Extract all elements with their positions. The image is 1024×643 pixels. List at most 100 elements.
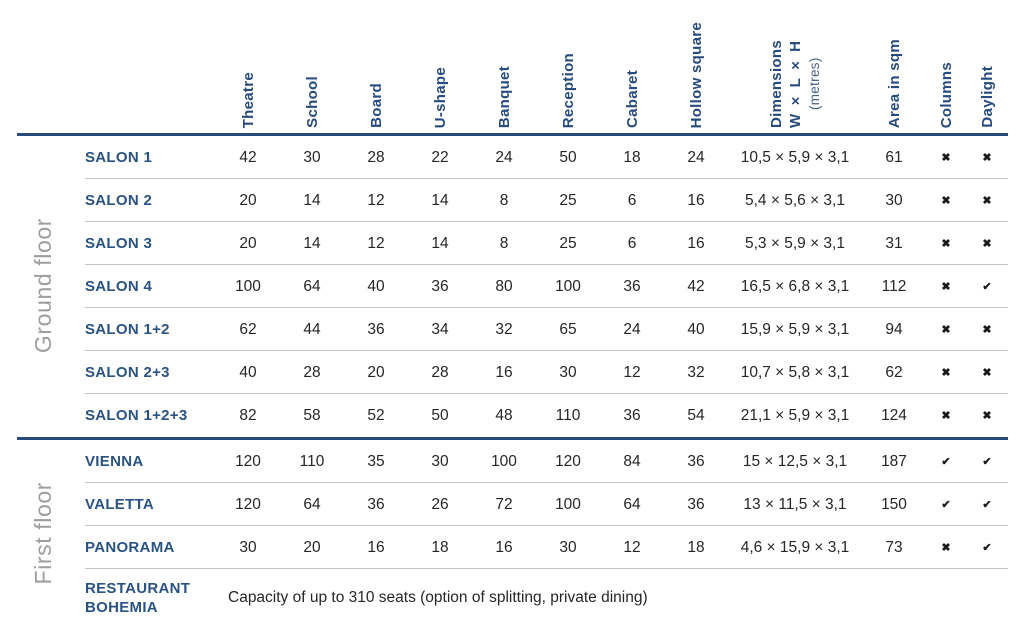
area-value: 124 bbox=[881, 406, 907, 424]
column-header-daylight: Daylight bbox=[966, 66, 1008, 128]
room-name: SALON 3 bbox=[85, 234, 153, 252]
dimensions-value: 13 × 11,5 × 3,1 bbox=[743, 495, 847, 513]
daylight-check-icon: ✔ bbox=[982, 499, 992, 511]
capacity-value-u-shape: 18 bbox=[431, 538, 449, 556]
dimensions-value: 4,6 × 15,9 × 3,1 bbox=[740, 538, 850, 556]
capacity-value-theatre: 120 bbox=[235, 495, 261, 513]
capacity-value-cabaret: 6 bbox=[627, 191, 637, 209]
capacity-value-banquet: 16 bbox=[495, 363, 513, 381]
capacity-value-theatre: 82 bbox=[239, 406, 257, 424]
capacity-value-banquet: 24 bbox=[495, 148, 513, 166]
column-header-label: Theatre bbox=[239, 71, 257, 128]
daylight-cross-icon: ✖ bbox=[982, 238, 992, 250]
area-value: 150 bbox=[881, 495, 907, 513]
capacity-value-hollow-square: 16 bbox=[687, 234, 705, 252]
capacity-value-banquet: 16 bbox=[495, 538, 513, 556]
capacity-value-cabaret: 84 bbox=[623, 452, 641, 470]
column-header-board: Board bbox=[344, 83, 408, 128]
capacity-value-cabaret: 18 bbox=[623, 148, 641, 166]
columns-cross-icon: ✖ bbox=[941, 367, 951, 379]
floor-label-first: First floor bbox=[20, 440, 66, 626]
columns-check-icon: ✔ bbox=[941, 499, 951, 511]
capacity-value-cabaret: 36 bbox=[623, 277, 641, 295]
capacity-value-board: 36 bbox=[367, 320, 385, 338]
table-row-salon-2: SALON 2 20 14 12 14 8 25 6 16 5,4 × 5,6 × 3,1 30 ✖ ✖ bbox=[0, 178, 1024, 222]
capacity-value-hollow-square: 16 bbox=[687, 191, 705, 209]
room-name: SALON 1+2+3 bbox=[85, 406, 188, 424]
columns-cross-icon: ✖ bbox=[941, 410, 951, 422]
column-header-school: School bbox=[280, 76, 344, 128]
columns-check-icon: ✔ bbox=[941, 456, 951, 468]
floor-label-ground: Ground floor bbox=[20, 136, 66, 436]
capacity-value-banquet: 80 bbox=[495, 277, 513, 295]
capacity-value-reception: 30 bbox=[559, 538, 577, 556]
daylight-cross-icon: ✖ bbox=[982, 324, 992, 336]
capacity-value-u-shape: 14 bbox=[431, 191, 449, 209]
capacity-value-banquet: 48 bbox=[495, 406, 513, 424]
table-row-salon-1-2: SALON 1+2 62 44 36 34 32 65 24 40 15,9 × 5,9 × 3,… bbox=[0, 307, 1024, 351]
dimensions-value: 10,5 × 5,9 × 3,1 bbox=[740, 148, 850, 166]
capacity-value-hollow-square: 18 bbox=[687, 538, 705, 556]
capacity-value-reception: 100 bbox=[555, 277, 581, 295]
room-name: SALON 1+2 bbox=[85, 320, 170, 338]
capacity-value-cabaret: 24 bbox=[623, 320, 641, 338]
capacity-value-theatre: 40 bbox=[239, 363, 257, 381]
capacity-value-hollow-square: 36 bbox=[687, 452, 705, 470]
capacity-value-school: 28 bbox=[303, 363, 321, 381]
room-name: PANORAMA bbox=[85, 538, 175, 556]
capacity-value-cabaret: 36 bbox=[623, 406, 641, 424]
daylight-check-icon: ✔ bbox=[982, 542, 992, 554]
column-header-label: Reception bbox=[559, 52, 577, 128]
area-value: 62 bbox=[885, 363, 903, 381]
columns-cross-icon: ✖ bbox=[941, 281, 951, 293]
column-header-reception: Reception bbox=[536, 53, 600, 128]
capacity-value-cabaret: 64 bbox=[623, 495, 641, 513]
area-value: 73 bbox=[885, 538, 903, 556]
capacity-value-reception: 25 bbox=[559, 234, 577, 252]
capacity-value-school: 20 bbox=[303, 538, 321, 556]
dimensions-value: 15,9 × 5,9 × 3,1 bbox=[740, 320, 850, 338]
column-header-u-shape: U-shape bbox=[408, 67, 472, 128]
column-header-label: U-shape bbox=[431, 66, 449, 128]
daylight-cross-icon: ✖ bbox=[982, 367, 992, 379]
daylight-check-icon: ✔ bbox=[982, 281, 992, 293]
capacity-value-reception: 120 bbox=[555, 452, 581, 470]
capacity-value-u-shape: 34 bbox=[431, 320, 449, 338]
area-value: 112 bbox=[881, 277, 907, 295]
row-separator bbox=[85, 525, 1008, 526]
capacity-value-theatre: 20 bbox=[239, 191, 257, 209]
row-separator bbox=[85, 307, 1008, 308]
columns-cross-icon: ✖ bbox=[941, 238, 951, 250]
header-row: Theatre School Board U-shape Banquet Receptio… bbox=[0, 0, 1024, 133]
daylight-cross-icon: ✖ bbox=[982, 195, 992, 207]
capacity-value-board: 20 bbox=[367, 363, 385, 381]
column-header-label: Dimensions W × L × H (metres) bbox=[767, 40, 824, 128]
row-separator bbox=[85, 221, 1008, 222]
capacity-value-school: 110 bbox=[299, 452, 325, 470]
capacity-value-board: 12 bbox=[367, 191, 385, 209]
capacity-value-hollow-square: 54 bbox=[687, 406, 705, 424]
capacity-value-hollow-square: 32 bbox=[687, 363, 705, 381]
dimensions-value: 5,3 × 5,9 × 3,1 bbox=[745, 234, 845, 252]
room-name: VIENNA bbox=[85, 452, 144, 470]
capacity-value-reception: 65 bbox=[559, 320, 577, 338]
table-row-vienna: VIENNA 120 110 35 30 100 120 84 36 15 × 12,5 × 3,… bbox=[0, 440, 1024, 483]
capacity-value-board: 12 bbox=[367, 234, 385, 252]
capacity-value-board: 36 bbox=[367, 495, 385, 513]
room-name: SALON 2 bbox=[85, 191, 153, 209]
capacity-value-school: 64 bbox=[303, 277, 321, 295]
capacity-value-u-shape: 30 bbox=[431, 452, 449, 470]
row-separator bbox=[85, 482, 1008, 483]
dimensions-header-line: Dimensions bbox=[767, 39, 785, 128]
floor-label-text: First floor bbox=[29, 481, 56, 585]
table-row-salon-1: SALON 1 42 30 28 22 24 50 18 24 10,5 × 5,9 × 3,1 6… bbox=[0, 136, 1024, 179]
capacity-value-school: 14 bbox=[303, 191, 321, 209]
column-header-label: Area in sqm bbox=[885, 38, 903, 128]
table-row-panorama: PANORAMA 30 20 16 18 16 30 12 18 4,6 × 15,9 × 3,1… bbox=[0, 525, 1024, 569]
dimensions-value: 21,1 × 5,9 × 3,1 bbox=[740, 406, 850, 424]
column-header-theatre: Theatre bbox=[216, 72, 280, 128]
row-separator bbox=[85, 568, 1008, 569]
column-header-label: Columns bbox=[937, 61, 955, 128]
capacity-value-school: 14 bbox=[303, 234, 321, 252]
